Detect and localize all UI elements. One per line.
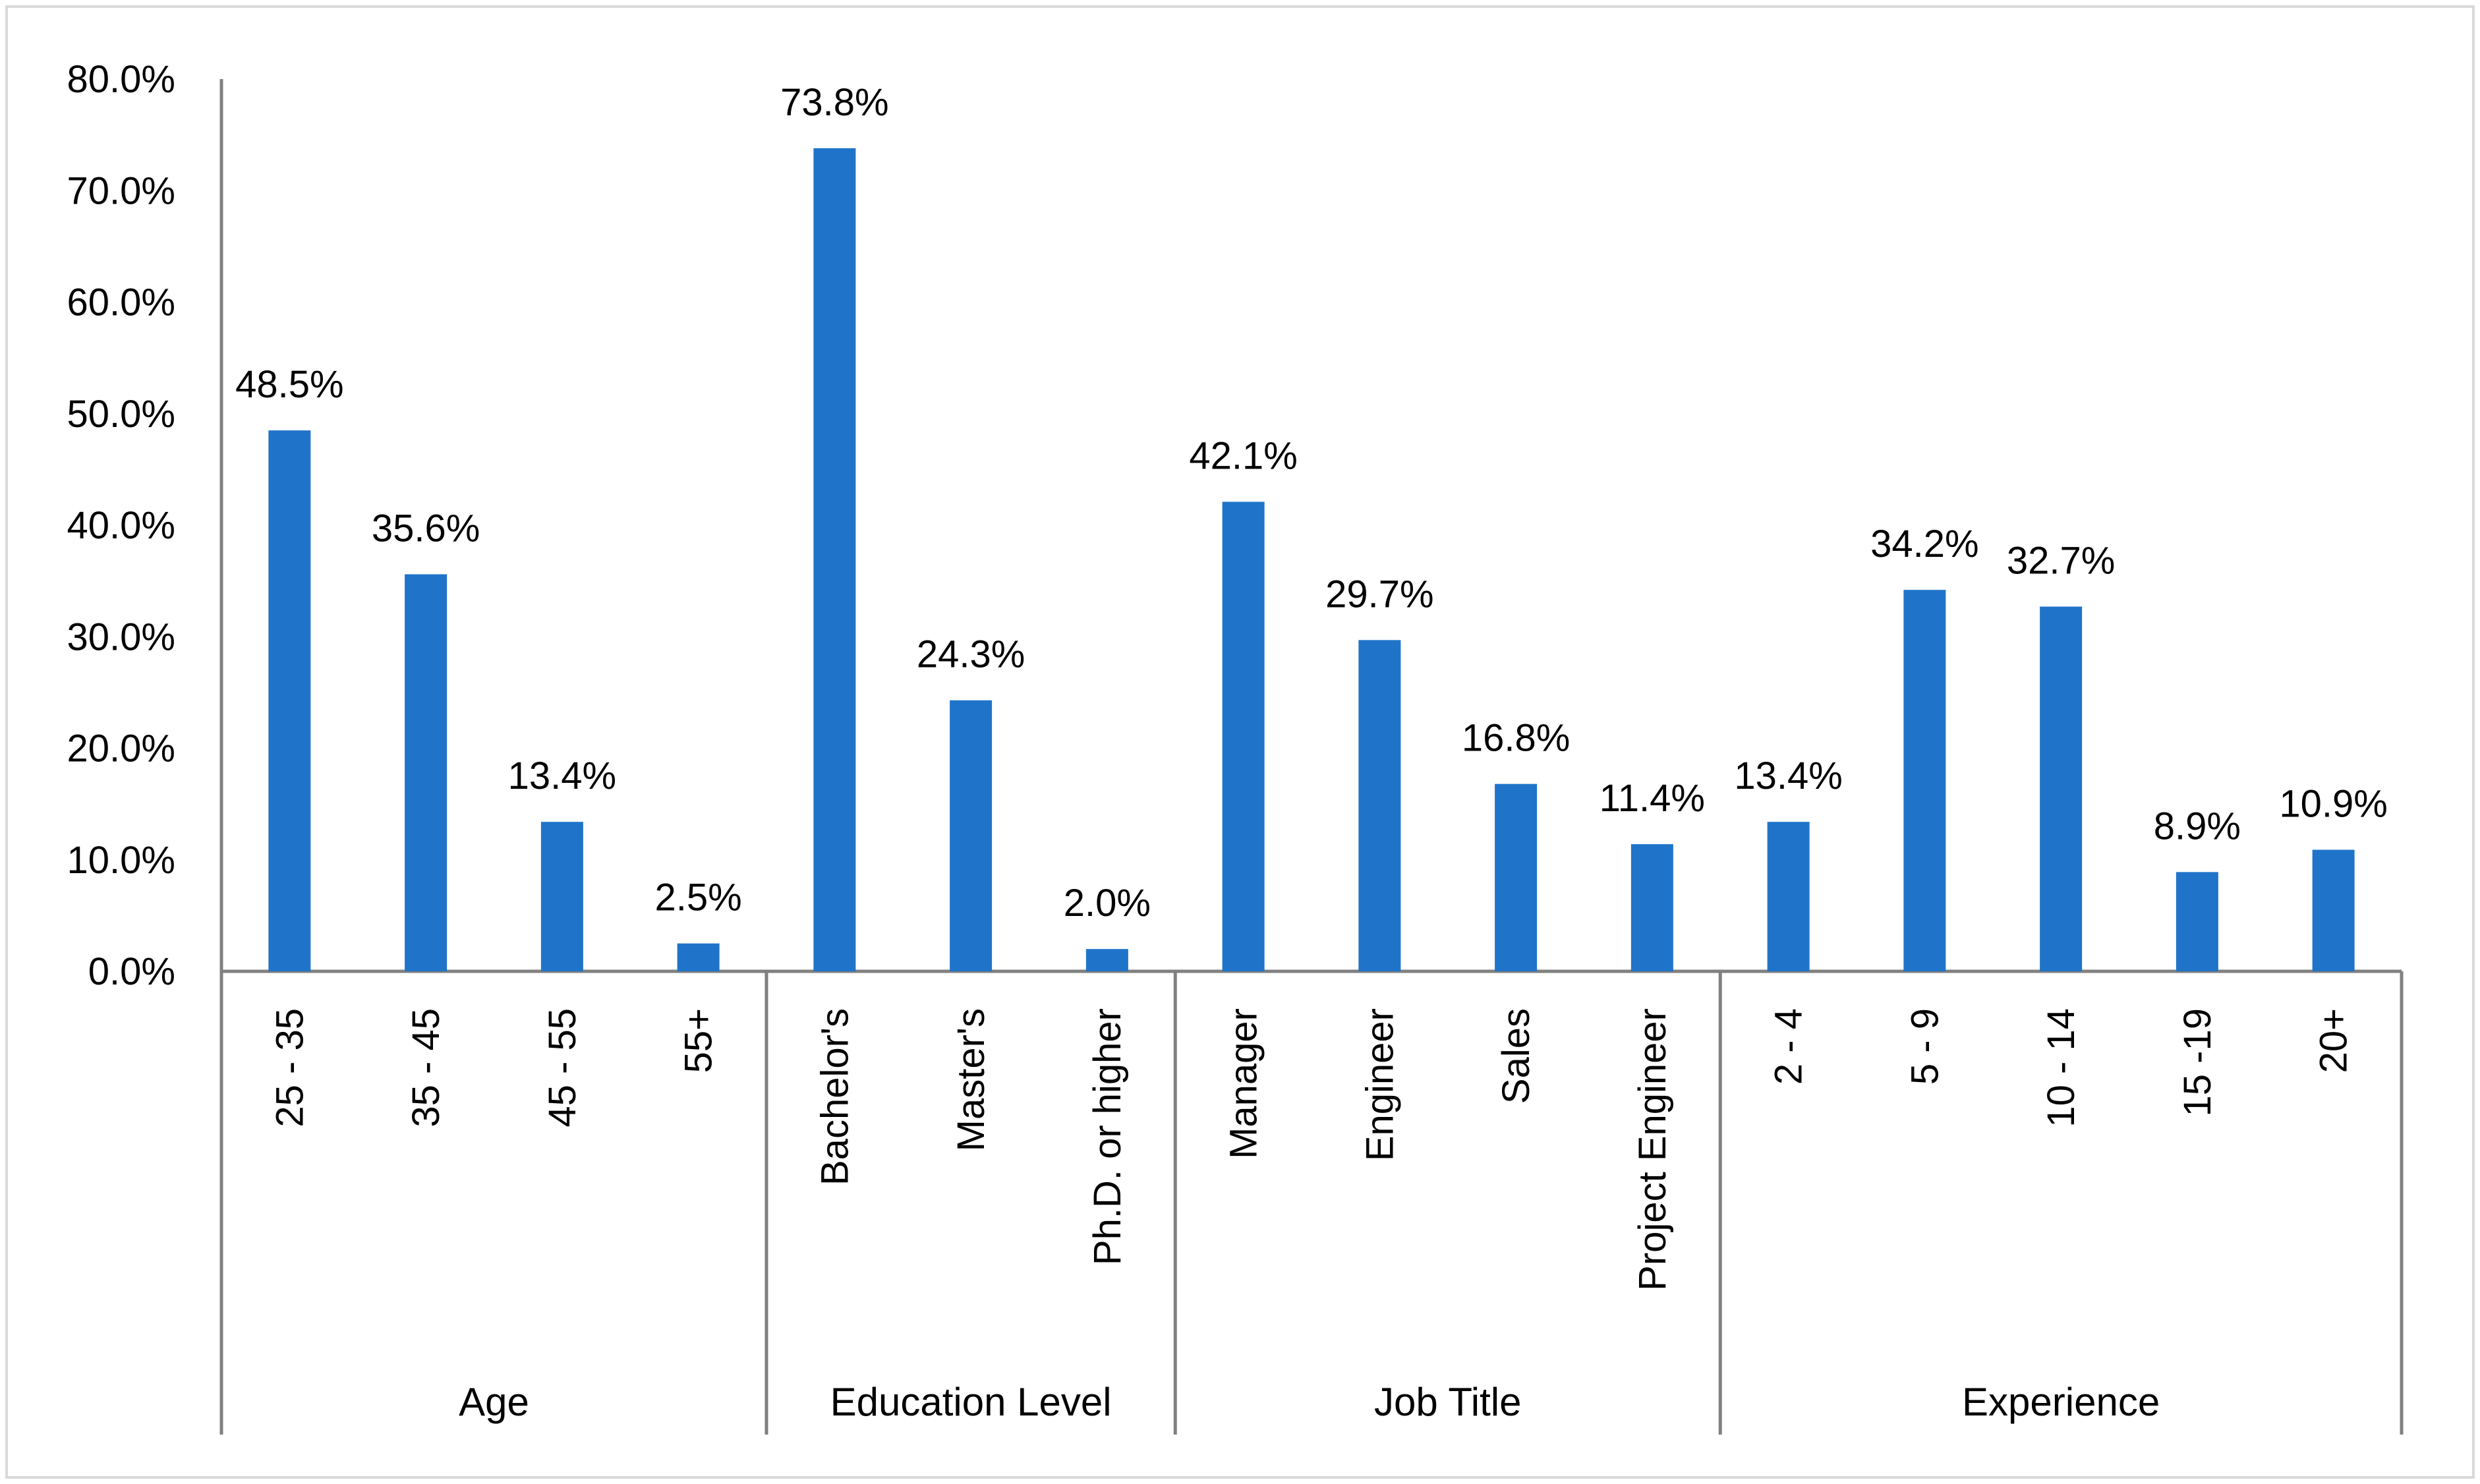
axes <box>219 79 2404 1435</box>
data-label: 13.4% <box>508 755 616 797</box>
bar <box>268 430 311 971</box>
bar <box>1222 501 1265 971</box>
y-tick-label: 50.0% <box>67 393 175 436</box>
bar <box>1495 784 1538 971</box>
x-category-label: 20+ <box>2313 1008 2355 1073</box>
y-tick-label: 30.0% <box>67 615 175 658</box>
data-label: 13.4% <box>1734 755 1842 797</box>
bar <box>1085 949 1128 971</box>
data-label: 48.5% <box>235 363 343 406</box>
x-category-label: Ph.D. or higher <box>1086 1008 1129 1265</box>
x-category-label: Engineer <box>1358 1008 1401 1161</box>
bar <box>1630 844 1673 971</box>
y-tick-label: 60.0% <box>67 281 175 324</box>
x-category-label: 15 -19 <box>2176 1008 2219 1116</box>
y-tick-label: 80.0% <box>67 58 175 101</box>
data-label: 42.1% <box>1189 434 1297 477</box>
labels: 0.0% 10.0% 20.0% 30.0% 40.0% 50.0% 60.0% 70.0% 8… <box>67 58 2388 1424</box>
x-category-label: 35 - 45 <box>405 1008 447 1127</box>
group-label: Job Title <box>1374 1380 1521 1424</box>
bar <box>2312 849 2355 971</box>
data-label: 34.2% <box>1870 523 1978 565</box>
data-label: 24.3% <box>917 633 1025 676</box>
bar <box>1767 822 1810 971</box>
y-tick-label: 70.0% <box>67 169 175 212</box>
y-tick-label: 20.0% <box>67 728 175 770</box>
data-label: 8.9% <box>2154 805 2241 847</box>
x-category-label: Sales <box>1495 1008 1538 1104</box>
bar <box>405 574 447 971</box>
data-label: 2.5% <box>655 876 742 919</box>
data-label: 73.8% <box>780 81 888 124</box>
bar <box>540 822 583 971</box>
data-label: 32.7% <box>2007 540 2115 583</box>
y-tick-label: 40.0% <box>67 504 175 547</box>
data-label: 35.6% <box>372 507 480 550</box>
x-category-label: Manager <box>1223 1008 1265 1159</box>
x-category-label: 2 - 4 <box>1768 1008 1810 1085</box>
y-tick-label: 0.0% <box>88 950 175 993</box>
x-category-label: Master's <box>950 1008 993 1151</box>
data-label: 29.7% <box>1325 573 1433 615</box>
data-label: 2.0% <box>1064 882 1151 925</box>
bar <box>813 148 856 971</box>
data-label: 16.8% <box>1462 717 1570 760</box>
x-category-label: 55+ <box>678 1008 720 1073</box>
y-tick-label: 10.0% <box>67 839 175 882</box>
bar <box>677 943 720 971</box>
bar <box>1358 640 1401 971</box>
data-label: 10.9% <box>2279 783 2387 826</box>
x-category-label: Bachelor's <box>813 1008 856 1185</box>
bar <box>2176 872 2218 971</box>
group-label: Education Level <box>830 1380 1112 1424</box>
x-category-label: 45 - 55 <box>541 1008 584 1127</box>
group-label: Age <box>459 1380 529 1424</box>
data-label: 11.4% <box>1600 777 1705 820</box>
bars <box>268 148 2355 971</box>
group-label: Experience <box>1962 1380 2160 1424</box>
x-category-label: 5 - 9 <box>1903 1008 1946 1085</box>
x-category-label: 25 - 35 <box>268 1008 311 1127</box>
bar <box>1903 590 1946 971</box>
x-category-label: 10 - 14 <box>2040 1008 2083 1127</box>
bar <box>2040 606 2083 971</box>
bar <box>950 700 993 971</box>
x-category-label: Project Engineer <box>1631 1008 1674 1291</box>
